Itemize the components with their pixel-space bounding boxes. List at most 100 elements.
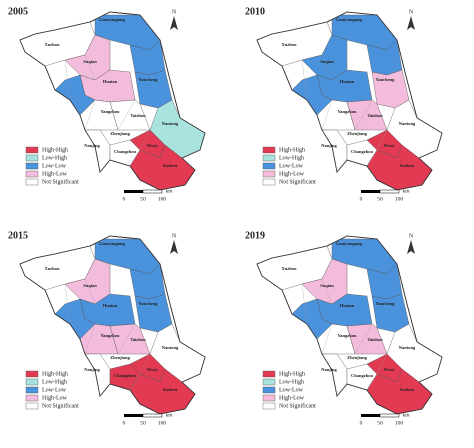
- north-arrow: [170, 16, 178, 30]
- city-label: Huaian: [340, 79, 355, 84]
- scale-label: 100: [158, 196, 167, 202]
- city-label: Yancheng: [139, 77, 159, 82]
- legend-label: Not Significant: [279, 402, 316, 409]
- scale-unit: km: [165, 188, 173, 194]
- region: [134, 69, 173, 109]
- district-line: [336, 353, 348, 370]
- district-line: [64, 283, 71, 325]
- district-line: [129, 373, 141, 391]
- map-panel: 2019 Lianyungang Xuzhou Suqian Huaian Yanchen…: [245, 230, 443, 426]
- city-label: Suzhou: [163, 163, 178, 168]
- legend-label: Low-High: [279, 155, 304, 161]
- city-label: Zhenjiang: [110, 355, 131, 360]
- city-label: Lianyungang: [99, 241, 125, 246]
- legend-label: Low-Low: [42, 163, 67, 169]
- north-label: N: [172, 233, 177, 239]
- city-label: Wuxi: [384, 367, 395, 372]
- scale-bar: [124, 414, 143, 417]
- legend-swatch: [262, 370, 276, 378]
- region: [134, 293, 173, 333]
- legend-swatch: [262, 394, 276, 402]
- city-label: Suqian: [83, 59, 97, 64]
- district-line: [117, 323, 136, 355]
- scale-unit: km: [402, 412, 410, 418]
- scale-bar: [361, 190, 380, 193]
- city-label: Wuxi: [147, 143, 158, 148]
- district-line: [64, 59, 71, 101]
- district-line: [139, 353, 151, 375]
- legend-swatch: [262, 402, 276, 410]
- district-line: [99, 353, 111, 370]
- north-label: N: [409, 9, 414, 15]
- district-line: [376, 353, 388, 375]
- scale-label: 50: [377, 196, 383, 202]
- legend-swatch: [262, 178, 276, 186]
- city-label: Changzhou: [114, 373, 137, 378]
- scale-bar: [379, 189, 400, 194]
- city-label: Zhenjiang: [347, 131, 368, 136]
- legend-label: High-Low: [279, 395, 305, 401]
- city-label: Huaian: [340, 303, 355, 308]
- legend-swatch: [25, 394, 39, 402]
- legend-label: High-Low: [42, 171, 68, 177]
- panel-title: 2010: [245, 6, 265, 17]
- city-label: Suzhou: [163, 387, 178, 392]
- legend-label: Not Significant: [42, 178, 79, 185]
- district-line: [321, 278, 333, 305]
- legend-swatch: [25, 378, 39, 386]
- legend-swatch: [262, 386, 276, 394]
- legend-swatch: [25, 154, 39, 162]
- city-label: Suqian: [320, 59, 334, 64]
- city-label: Taizhou: [367, 113, 383, 118]
- scale-label: 100: [395, 420, 404, 426]
- legend-label: Low-Low: [279, 387, 304, 393]
- city-label: Yangzhou: [337, 109, 357, 114]
- city-label: Nanjing: [321, 143, 337, 148]
- city-label: Xuzhou: [44, 266, 60, 271]
- legend-swatch: [262, 378, 276, 386]
- scale-bar: [379, 413, 400, 418]
- province-outline: [256, 11, 443, 191]
- scale-bar: [124, 190, 143, 193]
- district-line: [84, 278, 96, 305]
- province-outline: [256, 235, 443, 415]
- north-arrow: [407, 16, 415, 30]
- scale-label: 50: [140, 196, 146, 202]
- district-line: [84, 323, 96, 355]
- legend-label: Low-Low: [42, 387, 67, 393]
- district-line: [301, 283, 308, 325]
- legend-swatch: [25, 170, 39, 178]
- district-line: [321, 99, 333, 131]
- city-label: Suzhou: [400, 387, 415, 392]
- city-label: Yancheng: [376, 77, 396, 82]
- scale-label: 50: [377, 420, 383, 426]
- city-label: Xuzhou: [44, 42, 60, 47]
- legend-swatch: [25, 146, 39, 154]
- legend-swatch: [25, 386, 39, 394]
- city-label: Lianyungang: [336, 17, 362, 22]
- province-outline: [19, 235, 206, 415]
- scale-unit: km: [165, 412, 173, 418]
- city-label: Yancheng: [139, 301, 159, 306]
- city-label: Nantong: [162, 121, 179, 126]
- city-label: Changzhou: [351, 149, 374, 154]
- map-panel: 2005 Lianyungang Xuzhou Suqian Huaian Yanchen…: [8, 6, 206, 202]
- district-line: [366, 373, 378, 391]
- panel-title: 2015: [8, 230, 28, 241]
- legend-label: High-High: [42, 147, 68, 153]
- district-line: [321, 54, 333, 81]
- legend-label: Not Significant: [42, 402, 79, 409]
- city-label: Xuzhou: [281, 42, 297, 47]
- city-label: Zhenjiang: [110, 131, 131, 136]
- district-line: [336, 129, 348, 146]
- scale-label: 0: [123, 196, 126, 202]
- city-label: Suqian: [320, 283, 334, 288]
- legend-label: Low-Low: [279, 163, 304, 169]
- city-label: Huaian: [103, 303, 118, 308]
- scale-unit: km: [402, 188, 410, 194]
- legend-label: Low-High: [42, 379, 67, 385]
- legend-swatch: [262, 170, 276, 178]
- city-label: Yangzhou: [100, 109, 120, 114]
- city-label: Wuxi: [147, 367, 158, 372]
- map-panel: 2010 Lianyungang Xuzhou Suqian Huaian Yanchen…: [245, 6, 443, 202]
